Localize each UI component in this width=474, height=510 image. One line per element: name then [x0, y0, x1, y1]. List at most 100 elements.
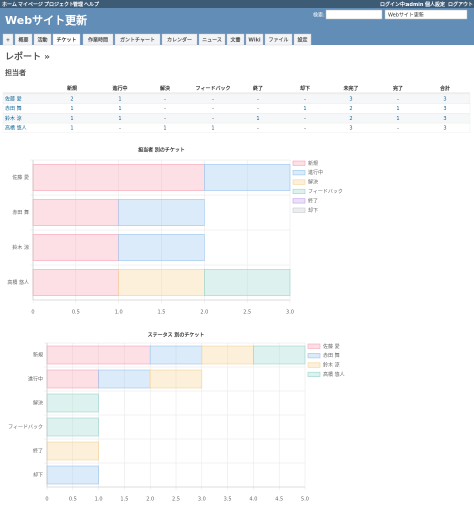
tab[interactable]: [33, 33, 52, 46]
table-cell[interactable]: 3: [443, 97, 446, 103]
legend-label: 鈴木 涼: [323, 362, 340, 369]
table-cell[interactable]: 1: [396, 106, 399, 112]
top-menu-item[interactable]: マイページ: [18, 2, 43, 8]
tab-label[interactable]: 概要: [18, 37, 28, 44]
table-cell[interactable]: 1: [118, 97, 121, 103]
tab[interactable]: [245, 33, 264, 46]
table-cell[interactable]: 1: [303, 106, 306, 112]
y-tick-label: 鈴木 涼: [12, 244, 29, 251]
table-cell[interactable]: 2: [349, 106, 352, 112]
row-name[interactable]: 鈴木 涼: [5, 115, 22, 122]
top-menu-item[interactable]: 管理: [73, 1, 83, 8]
account-item[interactable]: admin: [406, 2, 424, 8]
bar-segment: [46, 417, 99, 437]
y-tick-label: 進行中: [28, 376, 43, 383]
bar-segment: [32, 234, 119, 261]
row-name[interactable]: 赤田 舞: [5, 105, 22, 112]
y-tick-label: 却下: [33, 472, 43, 479]
table-cell[interactable]: 2: [70, 97, 73, 103]
legend-swatch: [292, 188, 306, 194]
top-menu-item[interactable]: ヘルプ: [84, 1, 100, 8]
table-cell[interactable]: 3: [443, 126, 446, 132]
tab[interactable]: [52, 33, 81, 46]
row-name[interactable]: 佐藤 愛: [5, 96, 22, 103]
tab[interactable]: [198, 33, 226, 46]
tab-label[interactable]: 活動: [37, 37, 47, 44]
table-cell[interactable]: 1: [118, 116, 121, 122]
tab[interactable]: [114, 33, 161, 46]
legend-label: 赤田 舞: [323, 352, 340, 359]
tab-label[interactable]: 設定: [297, 37, 307, 44]
table-cell[interactable]: 3: [349, 126, 352, 132]
legend-swatch: [292, 170, 306, 176]
y-tick-label: 終了: [33, 448, 43, 455]
table-cell[interactable]: 2: [349, 116, 352, 122]
x-tick-label: 4.5: [275, 497, 283, 503]
account-item[interactable]: 個人設定: [424, 1, 445, 8]
tab-label[interactable]: +: [6, 38, 10, 44]
tab[interactable]: [82, 33, 114, 46]
row-name[interactable]: 高橋 悠人: [5, 125, 27, 132]
bar-segment: [46, 465, 99, 485]
x-tick-label: 0: [31, 310, 34, 316]
table-cell: -: [119, 126, 121, 132]
y-tick-label: 赤田 舞: [12, 209, 29, 216]
table-row: [2, 122, 471, 133]
y-tick-label: 新規: [33, 352, 43, 359]
x-tick-label: 2.5: [172, 497, 180, 503]
tab-label[interactable]: カレンダー: [167, 37, 192, 44]
x-tick-label: 0: [45, 497, 48, 503]
table-cell[interactable]: 1: [70, 126, 73, 132]
legend-swatch: [307, 371, 321, 378]
table-cell[interactable]: 1: [70, 116, 73, 122]
legend-label: 却下: [308, 207, 318, 214]
table-cell: -: [212, 106, 214, 112]
tab-label[interactable]: ガントチャート: [120, 37, 155, 44]
chart-title: 担当者 別のチケット: [138, 147, 185, 154]
tab[interactable]: [14, 33, 33, 46]
tab[interactable]: [161, 33, 198, 46]
table-cell: -: [257, 106, 259, 112]
bar-segment: [46, 369, 99, 389]
table-cell[interactable]: 3: [443, 116, 446, 122]
x-tick-label: 1.5: [158, 310, 166, 316]
tab-label[interactable]: チケット: [56, 37, 76, 44]
bar-segment: [32, 199, 119, 226]
tab-label[interactable]: 文書: [230, 37, 240, 44]
tab[interactable]: [2, 33, 14, 46]
bar-segment: [46, 345, 151, 365]
tab-label[interactable]: ファイル: [268, 38, 288, 44]
legend-swatch: [307, 343, 321, 349]
tab[interactable]: [264, 33, 293, 46]
table-cell[interactable]: 1: [211, 126, 214, 132]
table-cell[interactable]: 1: [256, 116, 259, 122]
tab[interactable]: [226, 33, 245, 46]
tab-label[interactable]: 作業時間: [88, 37, 108, 44]
search-label: 検索:: [313, 12, 325, 19]
project-select[interactable]: [384, 9, 468, 20]
search-input[interactable]: [325, 9, 383, 20]
bar-segment: [204, 164, 291, 191]
legend-swatch: [307, 362, 321, 368]
x-tick-label: 4.0: [249, 497, 257, 503]
table-cell[interactable]: 1: [163, 126, 166, 132]
tab-label[interactable]: ニュース: [202, 38, 222, 44]
table-cell: -: [164, 97, 166, 103]
table-header: 未完了: [342, 85, 358, 92]
bar-segment: [201, 345, 254, 365]
top-menu-item[interactable]: プロジェクト: [44, 1, 74, 8]
tab[interactable]: [293, 33, 312, 46]
top-menu-item[interactable]: ホーム: [2, 1, 17, 8]
tab-label[interactable]: Wiki: [248, 38, 261, 44]
project-select-text: Webサイト更新: [388, 11, 424, 18]
table-cell[interactable]: 1: [396, 116, 399, 122]
table-cell[interactable]: 3: [443, 106, 446, 112]
x-tick-label: 1.0: [115, 310, 123, 316]
table-cell: -: [212, 97, 214, 103]
table-cell[interactable]: 3: [349, 97, 352, 103]
account-item[interactable]: ログアウト: [448, 1, 473, 8]
table-cell[interactable]: 1: [118, 106, 121, 112]
table-cell: -: [304, 126, 306, 132]
table-cell[interactable]: 1: [70, 106, 73, 112]
y-tick-label: 高橋 悠人: [7, 279, 29, 286]
